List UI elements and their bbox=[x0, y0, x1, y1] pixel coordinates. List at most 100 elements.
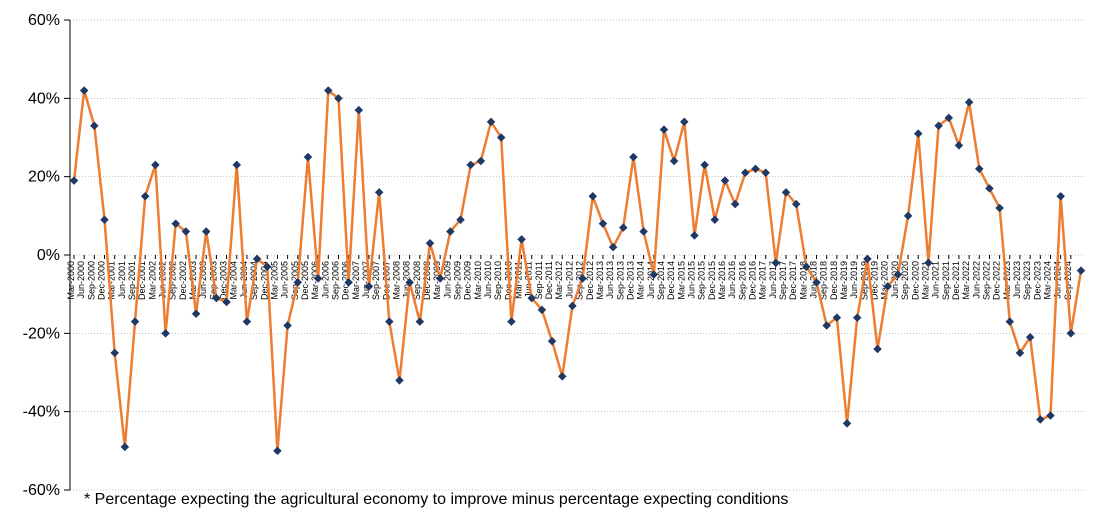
data-marker bbox=[507, 318, 515, 326]
data-marker bbox=[711, 216, 719, 224]
data-marker bbox=[629, 153, 637, 161]
data-marker bbox=[965, 98, 973, 106]
x-tick-label: Sep-2006 bbox=[330, 261, 340, 300]
data-marker bbox=[233, 161, 241, 169]
data-marker bbox=[721, 177, 729, 185]
x-tick-label: Mar-2000 bbox=[66, 261, 76, 300]
x-tick-label: Sep-2011 bbox=[534, 261, 544, 299]
x-tick-label: Dec-2000 bbox=[97, 261, 107, 300]
x-tick-label: Dec-2015 bbox=[707, 261, 717, 300]
data-marker bbox=[955, 141, 963, 149]
data-marker bbox=[660, 126, 668, 134]
data-marker bbox=[284, 322, 292, 330]
x-tick-label: Jun-2023 bbox=[1012, 261, 1022, 299]
data-marker bbox=[151, 161, 159, 169]
x-tick-label: Jun-2001 bbox=[117, 261, 127, 299]
y-tick-label: -20% bbox=[23, 325, 60, 342]
data-marker bbox=[741, 169, 749, 177]
data-marker bbox=[385, 318, 393, 326]
data-marker bbox=[904, 212, 912, 220]
x-tick-label: Sep-2021 bbox=[941, 261, 951, 300]
x-tick-label: Jun-2015 bbox=[686, 261, 696, 299]
data-marker bbox=[640, 228, 648, 236]
data-marker bbox=[90, 122, 98, 130]
x-tick-label: Jun-2005 bbox=[280, 261, 290, 299]
x-tick-label: Jun-2006 bbox=[320, 261, 330, 299]
data-marker bbox=[111, 349, 119, 357]
data-marker bbox=[131, 318, 139, 326]
y-tick-label: -40% bbox=[23, 404, 60, 421]
x-tick-label: Sep-2016 bbox=[737, 261, 747, 300]
data-marker bbox=[518, 235, 526, 243]
data-marker bbox=[477, 157, 485, 165]
x-tick-label: Mar-2020 bbox=[880, 261, 890, 300]
x-tick-label: Mar-2015 bbox=[676, 261, 686, 300]
x-tick-label: Sep-2009 bbox=[453, 261, 463, 300]
x-tick-label: Dec-2016 bbox=[748, 261, 758, 300]
x-tick-label: Mar-2019 bbox=[839, 261, 849, 300]
data-marker bbox=[101, 216, 109, 224]
x-tick-label: Mar-2008 bbox=[391, 261, 401, 300]
data-marker bbox=[70, 177, 78, 185]
y-tick-label: -60% bbox=[23, 482, 60, 499]
x-tick-label: Jun-2019 bbox=[849, 261, 859, 299]
data-marker bbox=[467, 161, 475, 169]
y-tick-label: 0% bbox=[37, 247, 60, 264]
x-tick-label: Dec-2013 bbox=[625, 261, 635, 300]
data-marker bbox=[192, 310, 200, 318]
x-tick-label: Mar-2022 bbox=[961, 261, 971, 300]
ag-economy-expectations-chart: -60%-40%-20%0%20%40%60%Mar-2000Jun-2000S… bbox=[0, 0, 1099, 526]
x-tick-label: Jun-2016 bbox=[727, 261, 737, 299]
data-marker bbox=[568, 302, 576, 310]
x-tick-label: Jun-2013 bbox=[605, 261, 615, 299]
chart-svg: -60%-40%-20%0%20%40%60%Mar-2000Jun-2000S… bbox=[0, 0, 1099, 526]
data-marker bbox=[914, 130, 922, 138]
data-marker bbox=[548, 337, 556, 345]
data-marker bbox=[589, 192, 597, 200]
x-tick-label: Mar-2010 bbox=[473, 261, 483, 300]
x-tick-label: Dec-2005 bbox=[300, 261, 310, 300]
x-tick-label: Sep-2010 bbox=[493, 261, 503, 300]
x-tick-label: Sep-2022 bbox=[981, 261, 991, 300]
x-tick-label: Mar-2007 bbox=[351, 261, 361, 300]
chart-footnote: * Percentage expecting the agricultural … bbox=[84, 491, 788, 508]
data-marker bbox=[690, 231, 698, 239]
data-marker bbox=[243, 318, 251, 326]
x-tick-label: Sep-2000 bbox=[86, 261, 96, 300]
data-marker bbox=[395, 376, 403, 384]
data-marker bbox=[273, 447, 281, 455]
data-marker bbox=[853, 314, 861, 322]
x-tick-label: Mar-2002 bbox=[147, 261, 157, 300]
x-tick-label: Dec-2009 bbox=[463, 261, 473, 300]
data-marker bbox=[355, 106, 363, 114]
data-marker bbox=[599, 220, 607, 228]
x-tick-label: Jun-2000 bbox=[76, 261, 86, 299]
x-tick-label: Mar-2021 bbox=[920, 261, 930, 300]
data-marker bbox=[304, 153, 312, 161]
data-marker bbox=[121, 443, 129, 451]
data-marker bbox=[202, 228, 210, 236]
x-tick-label: Jun-2022 bbox=[971, 261, 981, 299]
data-marker bbox=[874, 345, 882, 353]
data-marker bbox=[416, 318, 424, 326]
x-tick-label: Mar-2016 bbox=[717, 261, 727, 300]
x-tick-label: Dec-2020 bbox=[910, 261, 920, 300]
x-tick-label: Mar-2014 bbox=[636, 261, 646, 300]
x-tick-label: Dec-2002 bbox=[178, 261, 188, 300]
y-tick-label: 60% bbox=[28, 12, 60, 29]
data-marker bbox=[752, 165, 760, 173]
data-marker bbox=[1057, 192, 1065, 200]
x-tick-label: Dec-2021 bbox=[951, 261, 961, 300]
data-marker bbox=[680, 118, 688, 126]
data-marker bbox=[1077, 267, 1085, 275]
data-marker bbox=[1036, 416, 1044, 424]
x-tick-label: Sep-2023 bbox=[1022, 261, 1032, 300]
data-marker bbox=[162, 329, 170, 337]
data-marker bbox=[1046, 412, 1054, 420]
x-tick-label: Mar-2013 bbox=[595, 261, 605, 300]
x-tick-label: Sep-2017 bbox=[778, 261, 788, 300]
y-tick-label: 20% bbox=[28, 169, 60, 186]
data-marker bbox=[670, 157, 678, 165]
x-tick-label: Sep-2014 bbox=[656, 261, 666, 300]
data-marker bbox=[1006, 318, 1014, 326]
